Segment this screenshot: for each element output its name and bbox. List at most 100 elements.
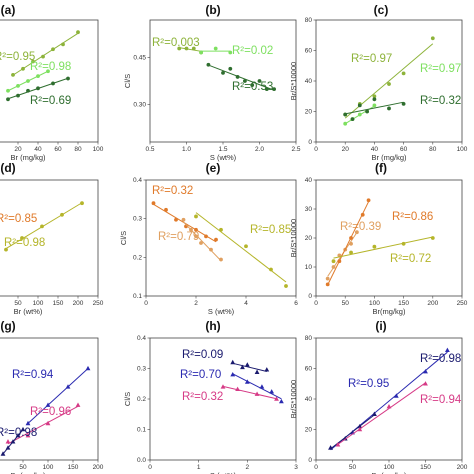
trend-line bbox=[345, 101, 404, 115]
data-point bbox=[254, 369, 260, 374]
y-tick-label: 30 bbox=[305, 206, 313, 213]
data-point bbox=[350, 117, 355, 122]
x-tick-label: 0 bbox=[314, 300, 318, 307]
data-point bbox=[264, 367, 270, 372]
y-axis-label: Br/S*10000 bbox=[289, 62, 298, 100]
data-point bbox=[372, 411, 377, 417]
panel-label: (g) bbox=[0, 319, 15, 333]
r-squared-label: R²=0.32 bbox=[420, 95, 461, 107]
trend-line bbox=[12, 32, 79, 76]
x-tick-label: 150 bbox=[420, 464, 431, 471]
trend-line bbox=[7, 77, 69, 100]
x-tick-label: 200 bbox=[457, 464, 468, 471]
data-point bbox=[401, 71, 406, 76]
x-tick-label: 100 bbox=[384, 464, 395, 471]
data-point bbox=[228, 66, 233, 71]
panel-label: (c) bbox=[374, 3, 389, 17]
y-tick-label: 0.0 bbox=[137, 457, 146, 464]
x-axis-label: S (wt%) bbox=[210, 471, 237, 474]
data-point bbox=[269, 267, 273, 272]
data-point bbox=[199, 241, 203, 245]
trend-line bbox=[195, 212, 287, 283]
trend-line bbox=[337, 382, 426, 445]
data-point bbox=[5, 439, 11, 444]
y-tick-label: 0.3 bbox=[133, 216, 142, 223]
x-tick-label: 0 bbox=[144, 300, 148, 307]
r-squared-label: R²=0.97 bbox=[420, 63, 461, 75]
y-tick-label: 0.4 bbox=[137, 335, 146, 342]
plot-frame bbox=[0, 179, 99, 297]
y-tick-label: 60 bbox=[305, 366, 313, 373]
x-tick-label: 3 bbox=[294, 464, 298, 471]
r-squared-label: R²=0.96 bbox=[30, 406, 71, 418]
data-point bbox=[387, 106, 391, 111]
data-point bbox=[244, 244, 248, 249]
x-tick-label: 200 bbox=[427, 300, 438, 307]
x-tick-label: 0 bbox=[314, 464, 318, 471]
r-squared-label: R²=0.86 bbox=[392, 211, 433, 223]
data-point bbox=[372, 94, 377, 99]
data-point bbox=[372, 244, 377, 249]
x-axis-label: Br (wt%) bbox=[14, 307, 43, 316]
data-point bbox=[366, 198, 371, 203]
x-tick-label: 0 bbox=[314, 146, 318, 153]
trend-line bbox=[2, 429, 24, 455]
data-point bbox=[342, 436, 348, 441]
trend-line bbox=[333, 236, 433, 259]
r-squared-label: R²=0.94 bbox=[12, 369, 54, 381]
x-axis-label: Br(mg/kg) bbox=[373, 307, 406, 316]
data-point bbox=[181, 217, 186, 222]
y-tick-label: 60 bbox=[305, 48, 313, 55]
panel-1: (b) 0.5 1.0 1.5 2.0 2.5 S (wt%) 0.30 0.45 Cl/S R²=… bbox=[123, 3, 301, 162]
plot-frame bbox=[0, 337, 99, 461]
x-tick-label: 100 bbox=[369, 300, 380, 307]
data-point bbox=[430, 236, 435, 240]
data-point bbox=[250, 83, 255, 87]
x-axis-label: Br (mg/kg) bbox=[371, 471, 407, 474]
data-point bbox=[194, 214, 198, 219]
panel-label: (f) bbox=[375, 161, 387, 175]
trend-line bbox=[208, 64, 275, 91]
r-squared-label: R²=0.32 bbox=[182, 391, 223, 403]
x-tick-label: 0 bbox=[148, 464, 152, 471]
x-axis-label: Br (mg/kg) bbox=[10, 471, 46, 474]
data-point bbox=[219, 257, 223, 262]
trend-line bbox=[232, 362, 267, 372]
trend-line bbox=[5, 202, 83, 250]
y-axis-label: Br/S*10000 bbox=[289, 219, 298, 257]
panel-8: (i) 0 50 100 150 200 Br (mg/kg) 0 20 40 60 80 Br/S*1… bbox=[289, 319, 468, 474]
x-tick-label: 6 bbox=[294, 300, 298, 307]
r-squared-label: R²=0.09 bbox=[182, 349, 223, 361]
x-axis-label: Br (mg/kg) bbox=[10, 153, 46, 162]
plot-frame bbox=[145, 179, 297, 297]
y-tick-label: 40 bbox=[305, 78, 313, 85]
data-point bbox=[244, 362, 250, 367]
trend-line bbox=[7, 70, 49, 92]
data-point bbox=[328, 445, 333, 450]
x-axis-label: S (wt%) bbox=[210, 153, 237, 162]
x-tick-label: 250 bbox=[457, 300, 468, 307]
trend-line bbox=[179, 47, 202, 52]
panel-3: (d) 50 100 150 200 250 Br (wt%) R²=0.85 R²=0.98 bbox=[0, 161, 104, 316]
r-squared-label: R²=0.98 bbox=[4, 237, 45, 249]
x-tick-label: 80 bbox=[74, 146, 82, 153]
y-tick-label: 0.30 bbox=[133, 101, 146, 108]
panel-label: (i) bbox=[375, 319, 386, 333]
r-squared-label: R²=0.95 bbox=[348, 378, 389, 390]
data-point bbox=[284, 284, 288, 288]
y-tick-label: 80 bbox=[305, 335, 313, 342]
data-point bbox=[349, 250, 353, 255]
data-point bbox=[372, 97, 377, 102]
data-point bbox=[357, 103, 362, 108]
data-point bbox=[445, 347, 450, 352]
plot-frame bbox=[315, 179, 463, 297]
y-tick-label: 20 bbox=[305, 427, 313, 434]
r-squared-label: R²=0.69 bbox=[30, 95, 71, 107]
r-squared-label: R²=0.85 bbox=[250, 224, 291, 236]
y-tick-label: 10 bbox=[305, 264, 313, 271]
x-tick-label: 250 bbox=[93, 300, 104, 307]
x-tick-label: 150 bbox=[398, 300, 409, 307]
r-squared-label: R²=0.02 bbox=[232, 45, 273, 57]
r-squared-label: R²=0.39 bbox=[340, 221, 381, 233]
